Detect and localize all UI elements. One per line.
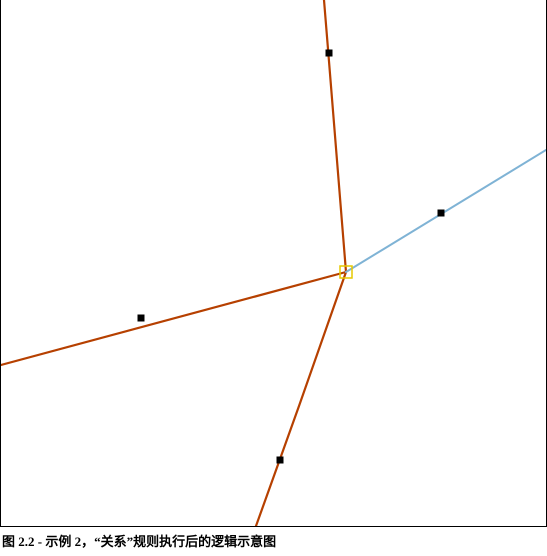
diagram-svg xyxy=(1,0,546,526)
diagram-canvas xyxy=(0,0,547,527)
node-node-left xyxy=(138,315,145,322)
figure: 图 2.2 - 示例 2，“关系”规则执行后的逻辑示意图 xyxy=(0,0,547,556)
node-node-bottom xyxy=(277,457,284,464)
line-brown-upper xyxy=(324,0,346,272)
figure-caption: 图 2.2 - 示例 2，“关系”规则执行后的逻辑示意图 xyxy=(0,527,547,556)
node-node-right xyxy=(438,210,445,217)
line-brown-left xyxy=(1,272,346,365)
node-node-top xyxy=(326,50,333,57)
line-brown-lower-right xyxy=(256,272,346,526)
line-blue-right xyxy=(346,150,546,272)
